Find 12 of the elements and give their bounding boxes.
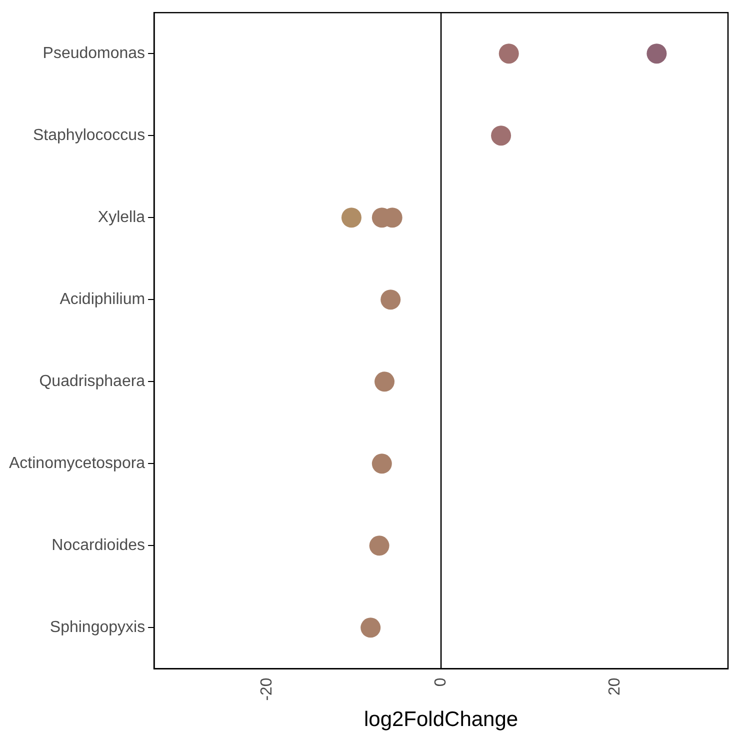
y-tick-label: Acidiphilium (60, 291, 146, 308)
x-tick-label: 0 (432, 678, 450, 687)
x-tick-label: -20 (258, 678, 276, 701)
y-tick-label: Quadrisphaera (39, 373, 146, 390)
y-tick-label: Xylella (98, 209, 146, 226)
y-tick-label: Nocardioides (52, 537, 146, 554)
y-tick-label: Sphingopyxis (50, 619, 146, 636)
y-tick-label: Pseudomonas (42, 45, 146, 62)
x-tick-label: 20 (606, 678, 624, 696)
y-tick-label: Staphylococcus (33, 127, 146, 144)
y-tick-label: Actinomycetospora (9, 455, 146, 472)
x-axis-title: log2FoldChange (364, 708, 518, 732)
